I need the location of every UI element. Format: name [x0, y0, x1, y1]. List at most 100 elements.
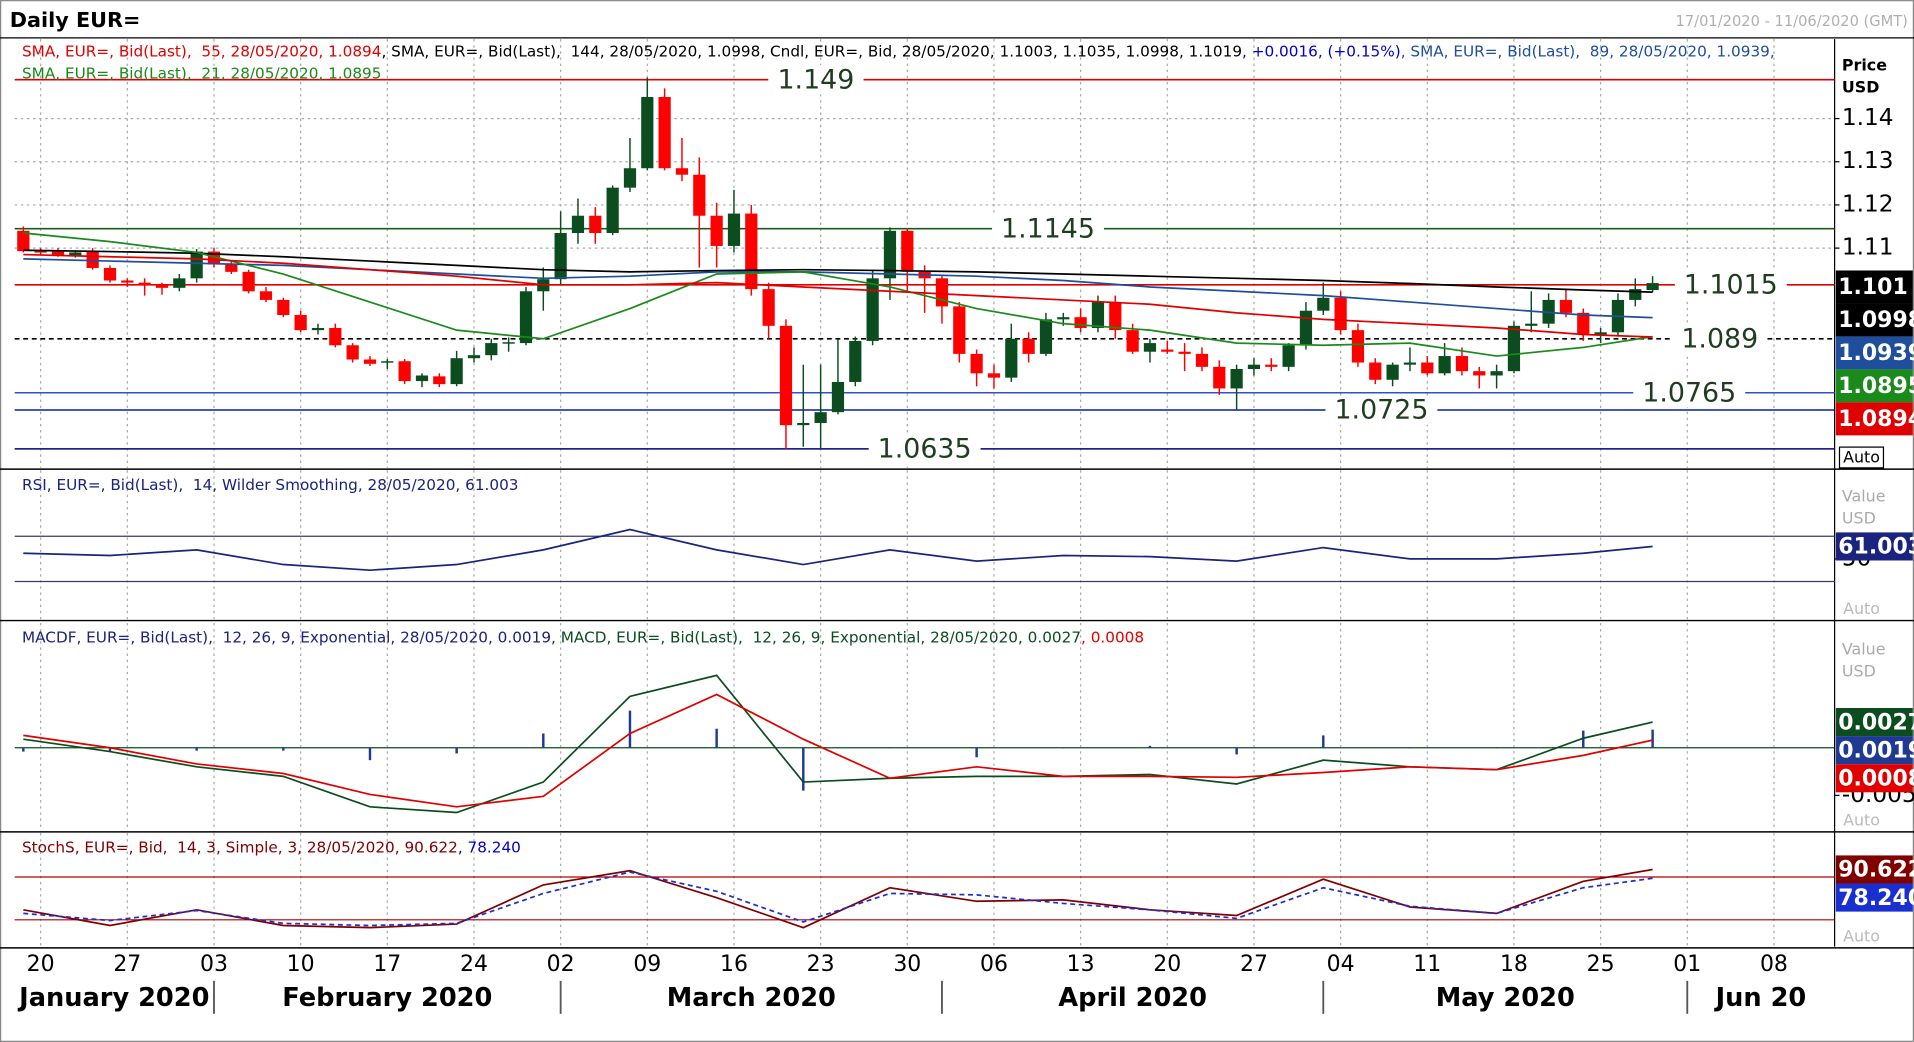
level-label: 1.0635	[878, 434, 972, 465]
month-label: April 2020	[1058, 983, 1207, 1013]
histogram-bar	[715, 728, 718, 748]
candle-body	[51, 251, 65, 256]
axis-title: USD	[1842, 509, 1876, 528]
candle-body	[1299, 310, 1313, 346]
legend-entry: , SMA, EUR=, Bid(Last), 144, 28/05/2020,…	[381, 42, 760, 60]
candle-body	[1057, 317, 1070, 320]
histogram-bar	[1148, 745, 1152, 748]
level-label: 1.0765	[1642, 377, 1736, 408]
value-badge-label: 0.0027	[1838, 710, 1914, 735]
x-tick-label: 27	[113, 952, 141, 977]
x-tick-label: 27	[1240, 952, 1268, 977]
candle-body	[138, 282, 151, 285]
candle-body	[727, 213, 741, 246]
candle-body	[1091, 302, 1105, 328]
value-badge	[1835, 270, 1913, 304]
candle-body	[485, 343, 498, 356]
x-tick-label: 10	[287, 952, 315, 977]
candle-body	[1369, 362, 1382, 380]
candle-body	[710, 215, 723, 246]
candle-body	[190, 251, 203, 279]
x-tick-label: 18	[1500, 952, 1528, 977]
candle-body	[745, 213, 758, 290]
candle-body	[1195, 353, 1209, 367]
value-badge	[1835, 402, 1913, 436]
candle-body	[155, 284, 169, 288]
x-tick-label: 11	[1413, 952, 1441, 977]
candle-body	[277, 299, 290, 316]
candle-body	[103, 267, 117, 281]
histogram-bar	[1062, 747, 1065, 749]
level-label-bg	[1325, 395, 1438, 425]
candle-body	[1525, 323, 1538, 326]
candle-body	[1143, 343, 1157, 352]
axis-title: Price	[1842, 56, 1887, 75]
candle-body	[987, 373, 1001, 378]
candle-body	[779, 325, 793, 426]
histogram-bar	[1322, 735, 1325, 748]
candle-body	[1473, 371, 1486, 376]
legend-line: StochS, EUR=, Bid, 14, 3, Simple, 3, 28/…	[22, 838, 521, 856]
level-label-bg	[992, 214, 1104, 244]
series-line	[23, 528, 1653, 572]
value-badge	[1835, 336, 1913, 370]
candle-body	[398, 361, 411, 382]
candle-body	[1213, 366, 1226, 389]
candle-body	[17, 230, 30, 252]
value-badge-label: 78.240	[1838, 886, 1914, 911]
date-range: 17/01/2020 - 11/06/2020 (GMT)	[1676, 13, 1908, 30]
histogram-bar	[1235, 747, 1238, 755]
level-label-bg	[768, 65, 864, 95]
legend-entry: SMA, EUR=, Bid(Last), 21, 28/05/2020, 1.…	[22, 64, 381, 82]
month-label: February 2020	[282, 983, 492, 1013]
candle-body	[1022, 338, 1035, 354]
histogram-bar	[1495, 747, 1498, 749]
candle-body	[1438, 356, 1451, 374]
value-badge-label: 1.0895	[1838, 374, 1914, 399]
candle-body	[814, 412, 827, 423]
series-line	[23, 253, 1653, 338]
candle-body	[1507, 325, 1521, 372]
auto-label: Auto	[1843, 926, 1880, 945]
candle-body	[329, 327, 342, 346]
y-tick-label: 1.14	[1842, 104, 1894, 131]
series-line	[23, 693, 1653, 808]
candle-body	[1039, 319, 1053, 354]
auto-box	[1838, 446, 1885, 469]
candle-body	[450, 358, 463, 385]
candle-body	[901, 230, 914, 272]
x-tick-label: 20	[27, 952, 55, 977]
value-badge-label: 1.0894	[1838, 407, 1914, 432]
histogram-bar	[195, 747, 198, 751]
candle-body	[1421, 362, 1434, 374]
y-tick-label: 1.12	[1842, 190, 1894, 217]
x-tick-label: 24	[460, 952, 488, 977]
series-line	[23, 871, 1653, 927]
histogram-bar	[975, 747, 978, 758]
level-label: 1.1015	[1684, 270, 1778, 301]
level-label: 1.1145	[1001, 213, 1095, 244]
candle-body	[467, 355, 481, 359]
axis-title: Value	[1842, 639, 1886, 658]
x-tick-label: 20	[1153, 952, 1181, 977]
candle-body	[1577, 312, 1590, 335]
candle-body	[1126, 330, 1139, 352]
month-label: Jun 20	[1714, 983, 1807, 1013]
candle-body	[346, 345, 359, 360]
candle-body	[1646, 283, 1659, 290]
level-label-bg	[1674, 270, 1787, 300]
candle-body	[225, 264, 238, 272]
candle-body	[69, 252, 82, 256]
axis-title: USD	[1842, 661, 1876, 680]
histogram-bar	[1582, 730, 1585, 748]
candle-body	[1109, 302, 1122, 331]
value-badge-label: 1.101	[1838, 275, 1907, 300]
candle-body	[675, 168, 689, 175]
histogram-bar	[542, 733, 545, 748]
histogram-bar	[628, 710, 632, 748]
candle-body	[1455, 356, 1469, 372]
candle-body	[1230, 368, 1243, 389]
x-tick-label: 17	[373, 952, 401, 977]
